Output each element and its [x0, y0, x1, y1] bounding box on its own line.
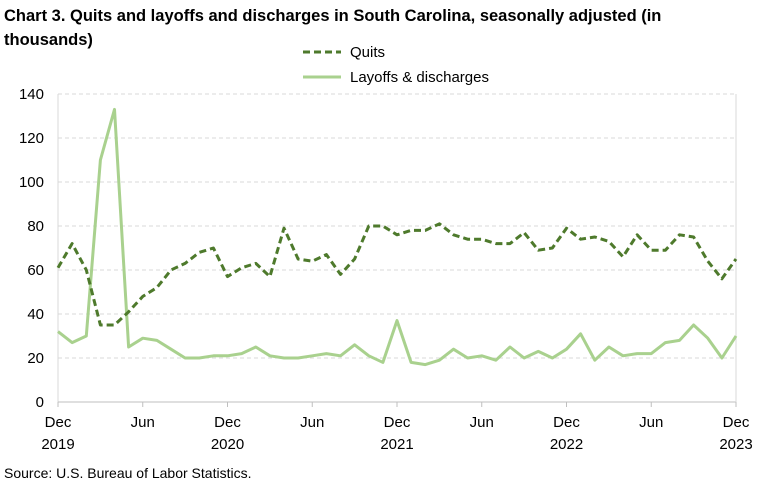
- y-axis: 0 20 40 60 80 100 120 140: [19, 86, 44, 411]
- series-line-quits: [56, 222, 738, 327]
- x-tick-label-month: Dec: [723, 414, 750, 431]
- x-tick-label-year: 2023: [719, 436, 752, 453]
- y-tick-label: 100: [19, 174, 44, 191]
- chart-title: Chart 3. Quits and layoffs and discharge…: [4, 7, 662, 49]
- y-tick-label: 0: [36, 394, 44, 411]
- gridlines: [57, 93, 737, 403]
- y-tick-label: 120: [19, 130, 44, 147]
- y-tick-label: 20: [27, 350, 44, 367]
- x-tick-label-year: 2021: [380, 436, 413, 453]
- x-tick-label-month: Dec: [214, 414, 241, 431]
- x-tick-label-month: Dec: [553, 414, 580, 431]
- source-note: Source: U.S. Bureau of Labor Statistics.: [4, 465, 252, 481]
- x-axis: Dec 2019 Jun Dec 2020 Jun Dec 2021 Jun Dec 2022 Jun…: [41, 402, 753, 453]
- x-tick-label-year: 2022: [550, 436, 583, 453]
- x-tick-label-month: Jun: [470, 414, 494, 431]
- legend-label: Layoffs & discharges: [350, 69, 489, 86]
- legend-label: Quits: [350, 44, 385, 61]
- x-tick-label-month: Dec: [45, 414, 72, 431]
- x-tick-label-month: Jun: [300, 414, 324, 431]
- series-line-layoffs-discharges: [57, 107, 738, 367]
- y-tick-label: 40: [27, 306, 44, 323]
- legend: Quits Layoffs & discharges: [303, 44, 489, 86]
- x-tick-label-month: Jun: [131, 414, 155, 431]
- y-tick-label: 80: [27, 218, 44, 235]
- y-tick-label: 60: [27, 262, 44, 279]
- y-tick-label: 140: [19, 86, 44, 103]
- x-tick-label-month: Dec: [384, 414, 411, 431]
- x-tick-label-year: 2019: [41, 436, 74, 453]
- x-tick-label-year: 2020: [211, 436, 244, 453]
- x-tick-label-month: Jun: [639, 414, 663, 431]
- series-lines: [56, 107, 738, 367]
